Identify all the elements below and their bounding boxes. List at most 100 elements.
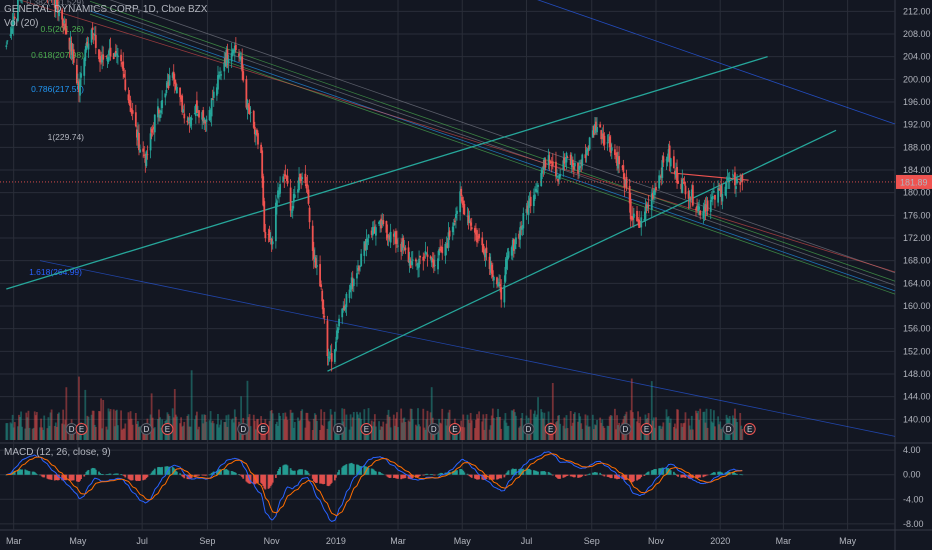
macd-histogram-bar bbox=[578, 474, 581, 478]
candle-body bbox=[360, 253, 363, 267]
candle-body bbox=[706, 200, 709, 211]
volume-bar bbox=[277, 425, 279, 440]
candle-body bbox=[526, 205, 529, 213]
fib-channel-line bbox=[39, 260, 896, 437]
volume-bar bbox=[248, 414, 251, 440]
candle-body bbox=[452, 222, 455, 226]
candle-body bbox=[459, 191, 462, 213]
candle-body bbox=[592, 126, 595, 135]
candle-body bbox=[423, 256, 426, 258]
candle-body bbox=[352, 279, 355, 287]
macd-histogram-bar bbox=[290, 470, 293, 475]
candle-body bbox=[402, 237, 405, 248]
volume-bar bbox=[672, 427, 675, 440]
candle-body bbox=[433, 264, 436, 266]
macd-histogram-bar bbox=[98, 471, 100, 475]
volume-bar bbox=[107, 408, 110, 440]
macd-histogram-bar bbox=[475, 474, 477, 479]
candle-body bbox=[78, 81, 80, 93]
volume-bar bbox=[437, 427, 439, 440]
macd-histogram-bar bbox=[650, 470, 653, 475]
volume-bar bbox=[98, 410, 100, 440]
volume-bar bbox=[505, 422, 508, 440]
candle-body bbox=[432, 259, 435, 267]
candle-body bbox=[695, 208, 697, 211]
candle-body bbox=[379, 220, 382, 223]
candle-body bbox=[293, 194, 296, 198]
volume-bar bbox=[439, 422, 442, 440]
earnings-marker-label: E bbox=[644, 425, 649, 434]
volume-bar bbox=[278, 412, 280, 440]
candle-body bbox=[144, 158, 147, 163]
macd-histogram-bar bbox=[647, 471, 650, 475]
candle-body bbox=[209, 112, 212, 115]
candle-body bbox=[682, 178, 685, 180]
macd-histogram-bar bbox=[739, 474, 742, 476]
candle-body bbox=[455, 214, 457, 219]
macd-histogram-bar bbox=[617, 474, 619, 479]
volume-bar bbox=[18, 414, 20, 440]
dividend-marker-label: D bbox=[240, 425, 246, 434]
macd-histogram-bar bbox=[381, 473, 384, 475]
candle-body bbox=[112, 53, 115, 60]
macd-histogram-bar bbox=[499, 474, 502, 479]
macd-histogram-bar bbox=[526, 468, 529, 475]
volume-bar bbox=[460, 420, 463, 440]
candle-body bbox=[441, 246, 444, 254]
volume-bar bbox=[344, 427, 347, 440]
volume-bar bbox=[78, 376, 80, 440]
volume-bar bbox=[152, 428, 155, 440]
volume-bar bbox=[93, 424, 96, 440]
candle-body bbox=[123, 74, 126, 78]
volume-bar bbox=[233, 409, 236, 440]
macd-histogram-bar bbox=[504, 474, 507, 476]
volume-bar bbox=[283, 419, 286, 440]
volume-bar bbox=[379, 429, 382, 440]
candle-body bbox=[515, 237, 517, 245]
macd-histogram-bar bbox=[358, 465, 360, 475]
volume-bar bbox=[740, 425, 743, 440]
macd-histogram-bar bbox=[702, 474, 705, 478]
macd-histogram-bar bbox=[426, 473, 429, 475]
macd-histogram-bar bbox=[677, 474, 679, 477]
volume-bar bbox=[680, 423, 683, 440]
volume-bar bbox=[202, 423, 205, 440]
macd-histogram-bar bbox=[168, 466, 171, 475]
volume-bar bbox=[205, 421, 208, 440]
price-tick-label: 180.00 bbox=[903, 188, 931, 198]
macd-histogram-bar bbox=[643, 474, 646, 476]
macd-histogram-bar bbox=[740, 474, 743, 475]
volume-bar bbox=[182, 425, 185, 440]
candle-body bbox=[227, 58, 230, 64]
candle-body bbox=[617, 156, 619, 169]
price-tick-label: 196.00 bbox=[903, 97, 931, 107]
volume-bar bbox=[445, 425, 448, 440]
volume-bar bbox=[503, 420, 506, 440]
macd-histogram-bar bbox=[569, 474, 572, 477]
volume-bar bbox=[305, 412, 308, 440]
candle-body bbox=[404, 247, 407, 251]
volume-bar bbox=[181, 426, 184, 440]
volume-bar bbox=[709, 409, 712, 440]
candle-body bbox=[241, 56, 244, 72]
macd-histogram-bar bbox=[425, 473, 428, 475]
candle-body bbox=[279, 184, 281, 194]
candle-body bbox=[311, 225, 314, 251]
macd-histogram-bar bbox=[114, 473, 117, 475]
earnings-marker-label: E bbox=[165, 425, 170, 434]
macd-histogram-bar bbox=[174, 470, 177, 475]
candle-body bbox=[585, 149, 588, 156]
macd-histogram-bar bbox=[210, 473, 213, 475]
macd-histogram-bar bbox=[32, 471, 35, 475]
macd-histogram-bar bbox=[80, 474, 82, 480]
candle-body bbox=[114, 50, 117, 54]
volume-bar bbox=[636, 421, 638, 440]
volume-bar bbox=[481, 421, 484, 440]
candle-body bbox=[566, 157, 569, 158]
candle-body bbox=[319, 264, 321, 287]
macd-histogram-bar bbox=[128, 474, 131, 480]
volume-bar bbox=[172, 417, 175, 440]
macd-histogram-bar bbox=[459, 469, 462, 475]
